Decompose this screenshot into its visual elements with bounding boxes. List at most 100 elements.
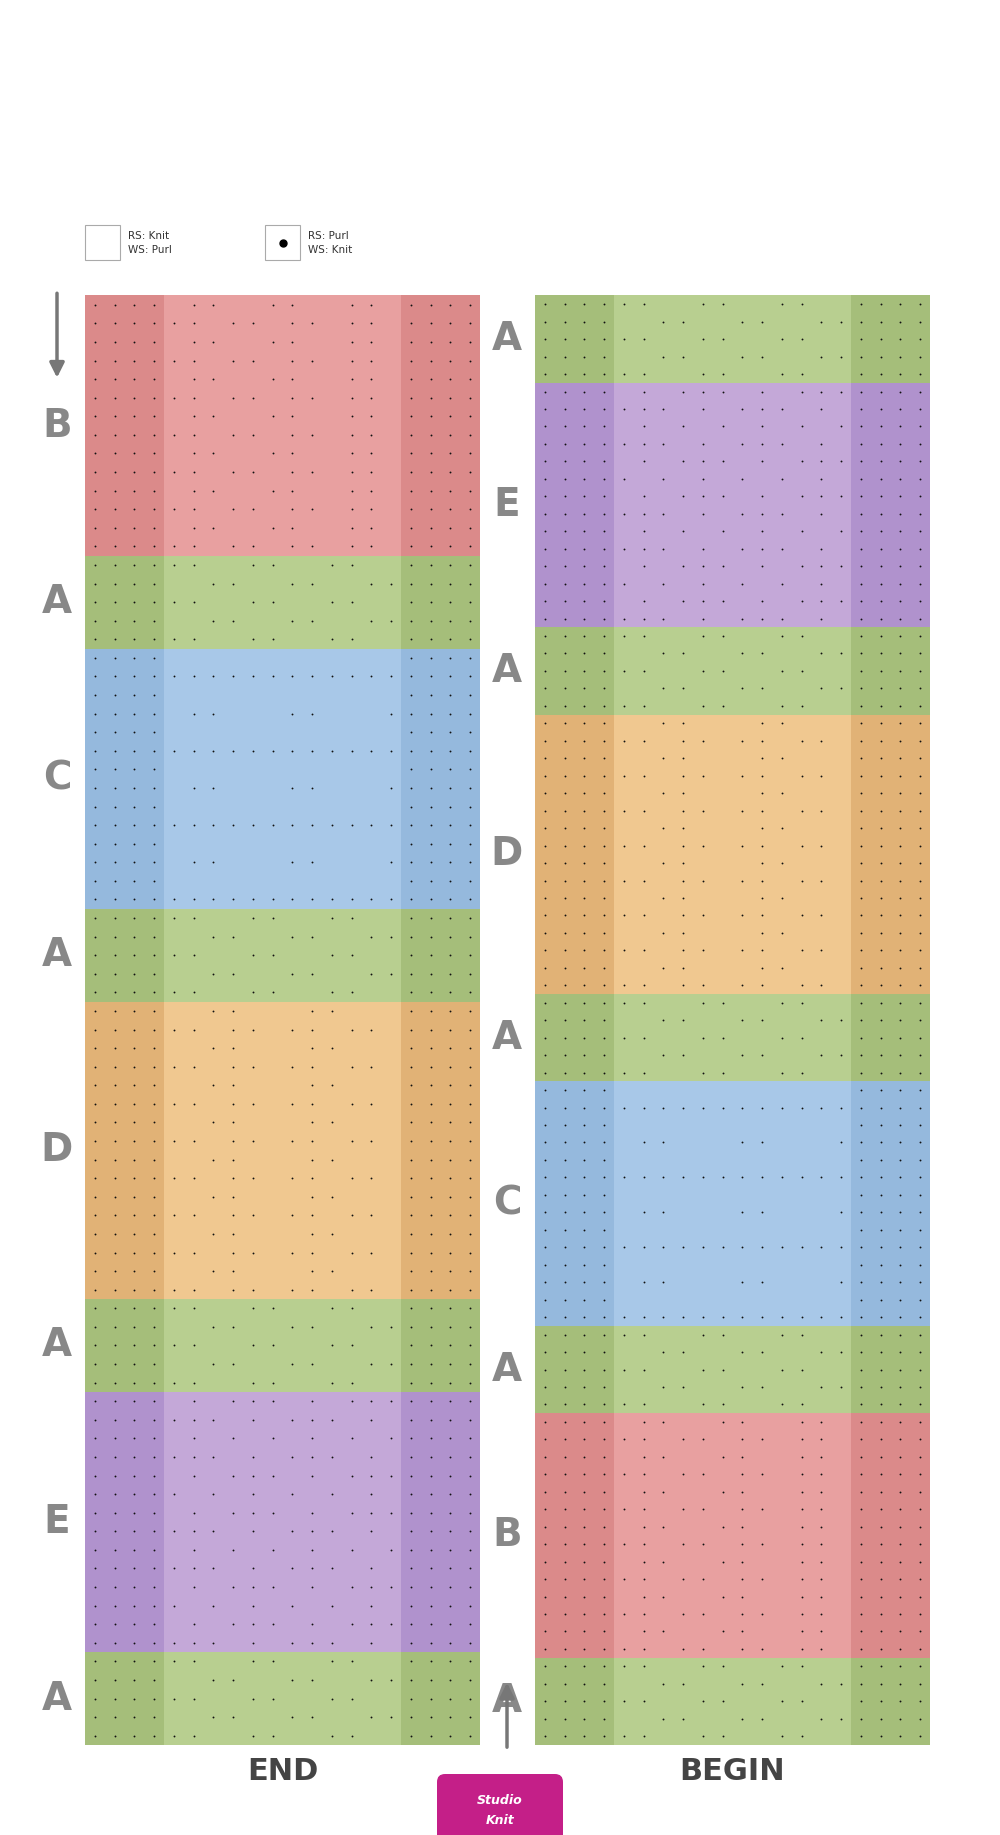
Point xyxy=(715,1354,731,1384)
Point xyxy=(675,517,691,547)
Point xyxy=(146,662,162,692)
Point xyxy=(403,1070,419,1099)
Point xyxy=(442,829,458,859)
Point xyxy=(146,1406,162,1435)
Point xyxy=(537,1129,553,1158)
Point xyxy=(596,1389,612,1418)
Point xyxy=(734,569,750,598)
Point xyxy=(675,743,691,773)
Point xyxy=(576,306,592,336)
Point xyxy=(166,1163,182,1193)
Point xyxy=(87,848,103,877)
Point xyxy=(166,345,182,374)
Point xyxy=(462,681,478,710)
Point xyxy=(304,811,320,840)
Point xyxy=(462,1609,478,1639)
Point xyxy=(87,494,103,523)
Point xyxy=(813,306,829,336)
Point xyxy=(715,692,731,721)
Point xyxy=(186,1573,202,1602)
Bar xyxy=(535,628,614,714)
Point xyxy=(813,639,829,668)
Point xyxy=(853,1303,869,1332)
Point xyxy=(284,773,300,802)
Point xyxy=(146,1127,162,1156)
Point xyxy=(754,639,770,668)
Point xyxy=(205,996,221,1026)
Point xyxy=(423,1573,439,1602)
Point xyxy=(87,1609,103,1639)
Point xyxy=(675,1094,691,1123)
Point xyxy=(344,587,360,617)
Point xyxy=(912,1268,928,1297)
Point xyxy=(126,1646,142,1675)
Point xyxy=(576,604,592,633)
Point xyxy=(186,475,202,505)
Point xyxy=(107,532,123,562)
Point xyxy=(912,1721,928,1751)
Point xyxy=(557,796,573,826)
Point xyxy=(186,1554,202,1584)
Point xyxy=(576,552,592,582)
Bar xyxy=(535,1657,930,1745)
Point xyxy=(853,534,869,563)
Point xyxy=(324,624,340,653)
Point xyxy=(616,1686,632,1716)
Point xyxy=(853,831,869,861)
Point xyxy=(537,1635,553,1664)
Point xyxy=(537,464,553,494)
Point xyxy=(794,831,810,861)
Point xyxy=(596,673,612,703)
Point xyxy=(557,1477,573,1507)
Point xyxy=(695,587,711,617)
Point xyxy=(794,376,810,406)
Point xyxy=(853,1129,869,1158)
Point xyxy=(576,395,592,424)
Point xyxy=(892,1180,908,1209)
Point xyxy=(324,1646,340,1675)
Point xyxy=(873,1075,889,1105)
Point xyxy=(423,1461,439,1490)
Bar xyxy=(535,1413,930,1657)
Point xyxy=(557,657,573,686)
Point xyxy=(892,971,908,1000)
Text: A: A xyxy=(492,1018,522,1057)
Point xyxy=(146,1090,162,1119)
Point xyxy=(126,1200,142,1229)
Point xyxy=(655,1129,671,1158)
Point xyxy=(265,1685,281,1714)
Point xyxy=(146,1703,162,1732)
Point xyxy=(186,1424,202,1453)
Point xyxy=(462,848,478,877)
Point xyxy=(734,1094,750,1123)
Point xyxy=(284,606,300,635)
Point xyxy=(557,1215,573,1244)
Point xyxy=(205,290,221,319)
Point xyxy=(423,1721,439,1751)
Point xyxy=(423,699,439,728)
Point xyxy=(557,831,573,861)
Point xyxy=(873,517,889,547)
Point xyxy=(616,1530,632,1560)
Point xyxy=(892,918,908,947)
Point xyxy=(794,1582,810,1611)
Point xyxy=(403,848,419,877)
Point xyxy=(734,1006,750,1035)
Point xyxy=(537,1040,553,1070)
Point xyxy=(636,936,652,965)
Point xyxy=(284,514,300,543)
Point xyxy=(853,552,869,582)
Point xyxy=(462,960,478,989)
Point xyxy=(655,1094,671,1123)
Point xyxy=(403,1127,419,1156)
Point xyxy=(324,1554,340,1584)
Point xyxy=(462,1591,478,1620)
Point xyxy=(675,1600,691,1629)
Point xyxy=(873,1389,889,1418)
Point xyxy=(107,884,123,914)
Point xyxy=(205,327,221,356)
Point xyxy=(695,1635,711,1664)
Point xyxy=(304,532,320,562)
Bar xyxy=(401,908,480,1002)
Point xyxy=(873,411,889,440)
